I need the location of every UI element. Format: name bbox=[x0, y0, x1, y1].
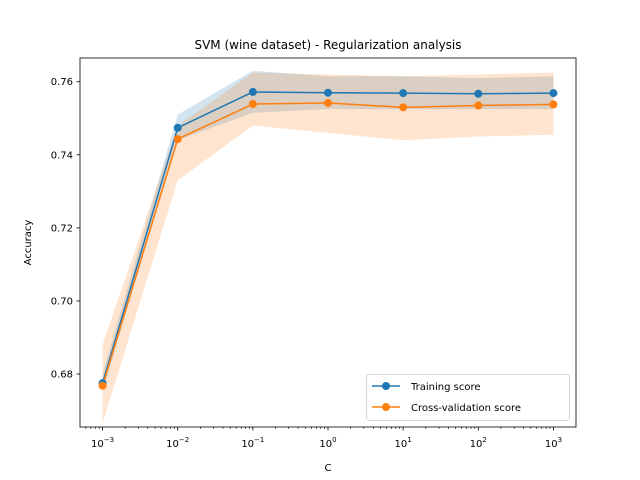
series-0-band bbox=[102, 70, 554, 393]
series-0-point bbox=[399, 89, 408, 98]
y-tick-label: 0.72 bbox=[51, 223, 73, 234]
y-tick-label: 0.68 bbox=[51, 370, 73, 381]
series-1-point bbox=[399, 103, 408, 112]
series-0-point bbox=[248, 87, 257, 96]
y-axis: 0.68 0.70 0.72 0.74 0.76 bbox=[51, 77, 80, 381]
y-tick-label: 0.74 bbox=[51, 150, 73, 161]
y-tick-label: 0.76 bbox=[51, 77, 73, 88]
series-1-point bbox=[474, 101, 483, 110]
series-1-point bbox=[173, 135, 182, 144]
y-tick-label: 0.70 bbox=[51, 296, 73, 307]
series-1-band bbox=[102, 72, 554, 424]
legend-box bbox=[366, 374, 570, 421]
x-axis-label: C bbox=[325, 463, 332, 474]
series-0-point bbox=[474, 89, 483, 98]
series-1-point bbox=[248, 100, 257, 109]
legend-label-0: Training score bbox=[410, 382, 481, 393]
series-1-point bbox=[98, 381, 107, 390]
series-0-point bbox=[549, 89, 558, 98]
legend: Training score Cross-validation score bbox=[366, 374, 570, 421]
legend-marker-0 bbox=[382, 382, 390, 390]
y-axis-label: Accuracy bbox=[23, 220, 34, 266]
series-1-point bbox=[549, 100, 558, 109]
series-1-point bbox=[324, 98, 332, 107]
series-0-point bbox=[173, 123, 182, 132]
confidence-bands bbox=[102, 70, 554, 424]
legend-marker-1 bbox=[382, 403, 390, 411]
chart-title: SVM (wine dataset) - Regularization anal… bbox=[194, 38, 461, 52]
series-markers bbox=[98, 87, 558, 390]
series-0-point bbox=[324, 88, 332, 97]
legend-label-1: Cross-validation score bbox=[411, 403, 521, 414]
